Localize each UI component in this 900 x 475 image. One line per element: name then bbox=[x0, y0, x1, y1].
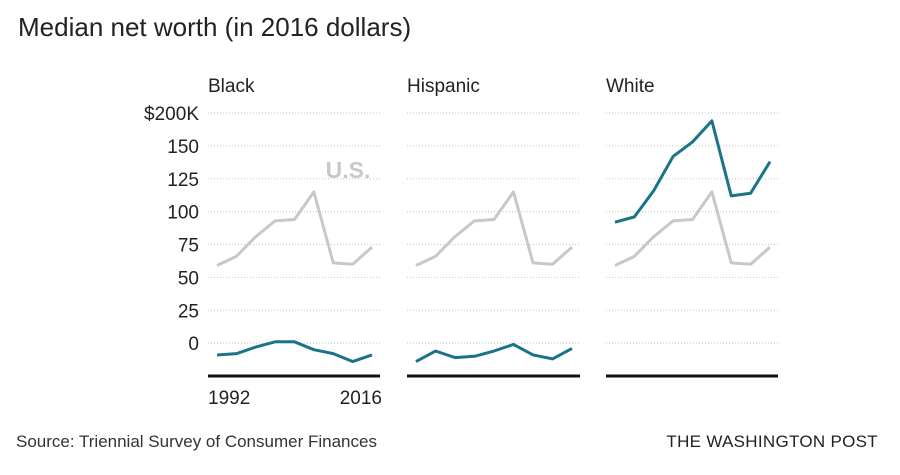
us-series-line bbox=[216, 190, 373, 267]
y-tick-label: 100 bbox=[167, 203, 199, 224]
y-tick-label: 125 bbox=[167, 170, 199, 191]
y-tick-label: 75 bbox=[178, 236, 199, 257]
series-line-hispanic bbox=[415, 342, 573, 363]
panel-title-white: White bbox=[606, 76, 655, 97]
y-tick-label: 150 bbox=[167, 137, 199, 158]
us-series-line bbox=[614, 190, 771, 267]
series-line-black bbox=[216, 340, 373, 364]
panel-title-hispanic: Hispanic bbox=[407, 76, 480, 97]
credit-line: THE WASHINGTON POST bbox=[666, 432, 878, 451]
panel-title-black: Black bbox=[208, 76, 255, 97]
x-tick-label: 2016 bbox=[340, 388, 382, 409]
y-tick-label: 25 bbox=[178, 301, 199, 322]
chart-title: Median net worth (in 2016 dollars) bbox=[18, 12, 412, 42]
series-line-white bbox=[614, 119, 772, 224]
us-series-line bbox=[415, 190, 573, 267]
y-tick-label: 0 bbox=[188, 334, 199, 355]
y-tick-label: $200K bbox=[144, 104, 199, 125]
us-series-label: U.S. bbox=[326, 157, 371, 183]
source-note: Source: Triennial Survey of Consumer Fin… bbox=[16, 432, 377, 451]
x-tick-label: 1992 bbox=[208, 388, 250, 409]
y-tick-label: 50 bbox=[178, 268, 199, 289]
